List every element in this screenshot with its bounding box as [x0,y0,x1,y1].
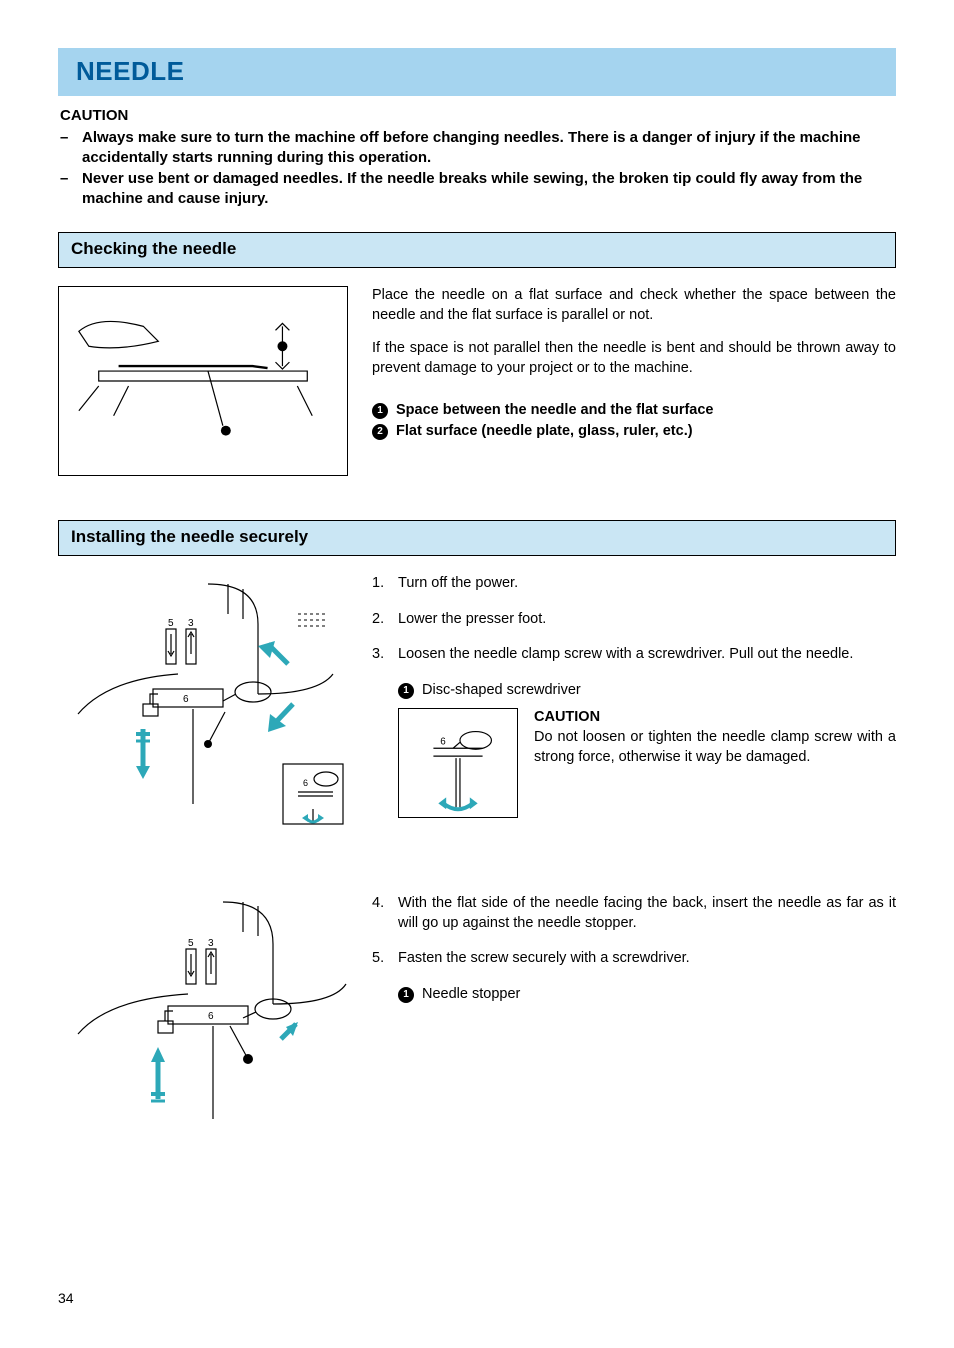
section-heading-checking: Checking the needle [58,232,896,268]
sub-caution-text: Do not loosen or tighten the needle clam… [534,728,896,767]
circled-number-icon: 2 [372,424,388,440]
circled-number-icon: 1 [398,683,414,699]
checking-legend: 1 Space between the needle and the flat … [372,401,896,442]
sub-legend-b: 1 Needle stopper [398,985,896,1005]
checking-row: Place the needle on a flat surface and c… [58,286,896,476]
legend-item: 1 Needle stopper [398,985,896,1005]
checking-needle-diagram [59,286,347,476]
inset-figure: 6 [398,708,518,818]
checking-text: Place the needle on a flat surface and c… [372,286,896,476]
installing-text-a: 1.Turn off the power. 2.Lower the presse… [372,574,896,834]
page: NEEDLE CAUTION – Always make sure to tur… [58,48,896,1308]
sub-caution-heading: CAUTION [534,708,896,728]
step-item: 4.With the flat side of the needle facin… [372,894,896,933]
legend-text: Disc-shaped screwdriver [422,681,581,701]
installing-row-a: 5 3 6 [58,574,896,834]
figure-checking [58,286,348,476]
caution-text: Always make sure to turn the machine off… [82,128,896,167]
svg-text:5: 5 [168,618,174,629]
legend-item: 1 Disc-shaped screwdriver [398,681,896,701]
checking-para-2: If the space is not parallel then the ne… [372,339,896,378]
steps-list-b: 4.With the flat side of the needle facin… [372,894,896,969]
step-text: Lower the presser foot. [398,610,896,630]
figure-box: 5 3 6 [58,894,348,1134]
svg-text:6: 6 [440,737,446,748]
title-bar: NEEDLE [58,48,896,96]
caution-item: – Always make sure to turn the machine o… [60,128,896,167]
circled-number-icon: 1 [398,987,414,1003]
svg-text:3: 3 [208,938,214,949]
legend-item: 1 Space between the needle and the flat … [372,401,896,421]
step-text: With the flat side of the needle facing … [398,894,896,933]
sub-legend-a: 1 Disc-shaped screwdriver [398,681,896,701]
legend-text: Needle stopper [422,985,520,1005]
sub-caution: CAUTION Do not loosen or tighten the nee… [534,708,896,818]
screwdriver-inset-diagram: 6 [399,708,517,818]
step-item: 1.Turn off the power. [372,574,896,594]
installing-diagram-b: 5 3 6 [58,894,348,1134]
top-caution: CAUTION – Always make sure to turn the m… [58,106,896,208]
figure-installing-a: 5 3 6 [58,574,348,834]
installing-text-b: 4.With the flat side of the needle facin… [372,894,896,1134]
dash-icon: – [60,169,82,208]
page-number: 34 [58,1289,74,1308]
section-heading-installing: Installing the needle securely [58,520,896,556]
step-text: Loosen the needle clamp screw with a scr… [398,645,896,665]
figure-frame [58,286,348,476]
checking-para-1: Place the needle on a flat surface and c… [372,286,896,325]
installing-diagram-a: 5 3 6 [58,574,348,834]
svg-text:5: 5 [188,938,194,949]
svg-text:6: 6 [303,778,308,788]
legend-text: Flat surface (needle plate, glass, ruler… [396,422,693,442]
legend-item: 2 Flat surface (needle plate, glass, rul… [372,422,896,442]
legend-text: Space between the needle and the flat su… [396,401,714,421]
caution-item: – Never use bent or damaged needles. If … [60,169,896,208]
step-item: 5.Fasten the screw securely with a screw… [372,949,896,969]
sub-caution-row: 6 CAUTION Do not loosen or tighten the n… [398,708,896,818]
step-item: 3.Loosen the needle clamp screw with a s… [372,645,896,665]
figure-installing-b: 5 3 6 [58,894,348,1134]
step-item: 2.Lower the presser foot. [372,610,896,630]
caution-list: – Always make sure to turn the machine o… [60,128,896,208]
svg-text:6: 6 [208,1011,214,1022]
figure-box: 5 3 6 [58,574,348,834]
steps-list-a: 1.Turn off the power. 2.Lower the presse… [372,574,896,665]
step-text: Fasten the screw securely with a screwdr… [398,949,896,969]
caution-text: Never use bent or damaged needles. If th… [82,169,896,208]
dash-icon: – [60,128,82,167]
step-text: Turn off the power. [398,574,896,594]
svg-text:3: 3 [188,618,194,629]
caution-heading: CAUTION [60,106,896,126]
circled-number-icon: 1 [372,403,388,419]
page-title: NEEDLE [76,54,878,89]
installing-row-b: 5 3 6 [58,894,896,1134]
svg-text:6: 6 [183,694,189,705]
